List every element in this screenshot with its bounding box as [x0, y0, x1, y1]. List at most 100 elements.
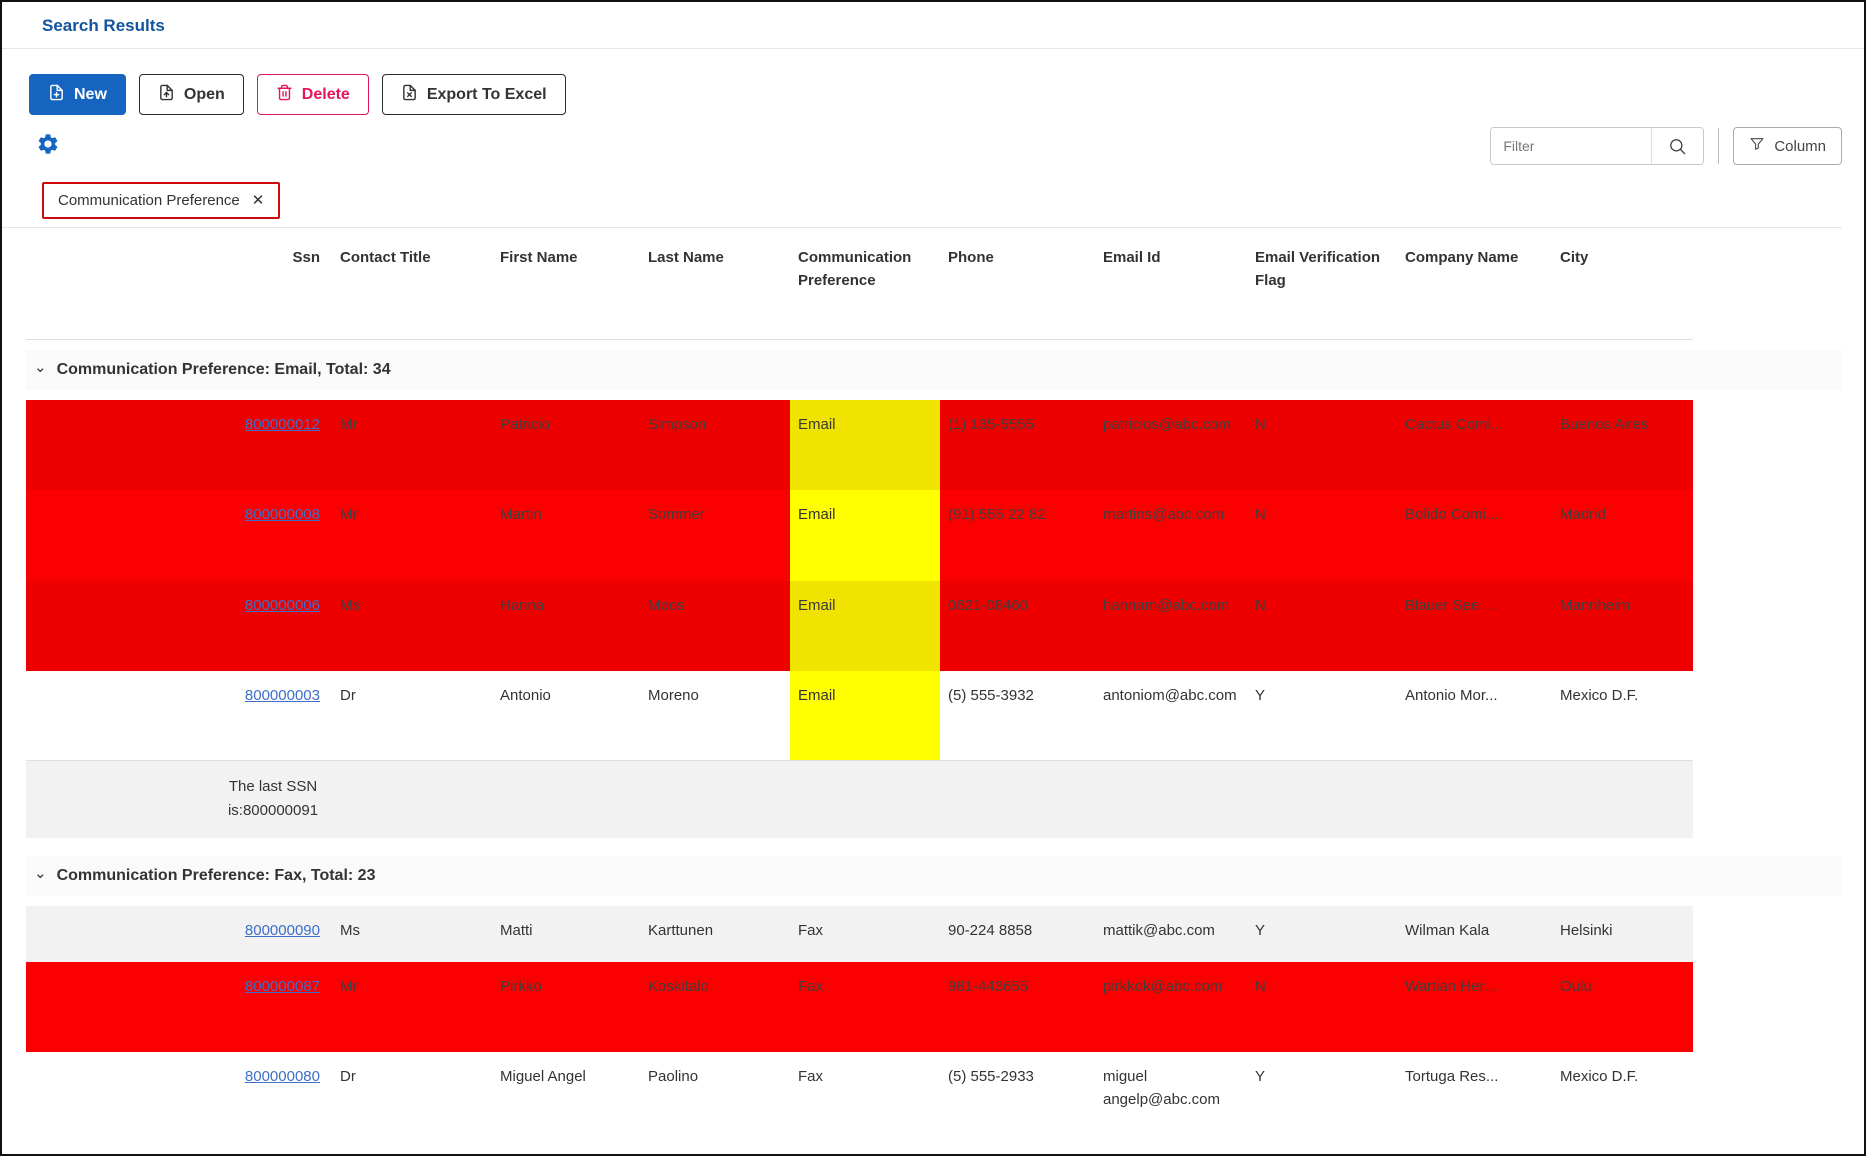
- cell-email-id: antoniom@abc.com: [1103, 687, 1237, 704]
- header-phone[interactable]: Phone: [948, 249, 994, 266]
- toolbar: New Open Delete Export To Excel: [29, 74, 1864, 115]
- open-file-icon: [158, 84, 175, 106]
- cell-communication-preference: Email: [790, 671, 940, 760]
- table-row[interactable]: 800000087 Mr Pirkko Koskitalo Fax 981-44…: [26, 962, 1693, 1052]
- ssn-link[interactable]: 800000080: [244, 1068, 320, 1085]
- cell-contact-title: Dr: [340, 687, 356, 704]
- cell-email-verification-flag: Y: [1255, 687, 1266, 704]
- delete-button[interactable]: Delete: [256, 74, 369, 115]
- cell-phone: (5) 555-2933: [948, 1068, 1034, 1085]
- cell-last-name: Moos: [648, 597, 685, 614]
- tools-divider: [1718, 128, 1720, 164]
- cell-first-name: Pirkko: [500, 978, 542, 995]
- group-caption-fax[interactable]: ⌄ Communication Preference: Fax, Total: …: [26, 856, 1842, 896]
- chevron-down-icon[interactable]: ⌄: [34, 864, 47, 882]
- cell-contact-title: Mr: [340, 416, 358, 433]
- cell-contact-title: Mr: [340, 506, 358, 523]
- cell-email-id: mattik@abc.com: [1103, 922, 1215, 939]
- search-icon[interactable]: [1651, 128, 1704, 164]
- gear-icon[interactable]: [36, 132, 60, 159]
- open-button[interactable]: Open: [138, 74, 244, 115]
- new-button[interactable]: New: [29, 74, 126, 115]
- cell-ssn: 800000006: [232, 581, 332, 671]
- cell-last-name: Karttunen: [648, 922, 714, 939]
- cell-last-name: Sommer: [648, 506, 705, 523]
- group-caption-text: Communication Preference: Fax, Total: 23: [56, 867, 376, 884]
- cell-ssn: 800000008: [232, 490, 332, 581]
- export-to-excel-button[interactable]: Export To Excel: [381, 74, 566, 115]
- cell-email-id: miguel angelp@abc.com: [1103, 1068, 1220, 1108]
- cell-last-name: Simpson: [648, 416, 707, 433]
- cell-phone: (1) 135-5555: [948, 416, 1034, 433]
- cell-communication-preference: Fax: [798, 978, 824, 995]
- ssn-link[interactable]: 800000090: [244, 922, 320, 939]
- header-first-name[interactable]: First Name: [500, 249, 578, 266]
- cell-company-name: Tortuga Res...: [1405, 1068, 1499, 1085]
- table-row[interactable]: 800000012 Mr Patricio Simpson Email (1) …: [26, 400, 1693, 490]
- ssn-link[interactable]: 800000008: [244, 506, 320, 523]
- cell-first-name: Matti: [500, 922, 533, 939]
- column-chooser-button[interactable]: Column: [1733, 127, 1842, 165]
- cell-last-name: Moreno: [648, 687, 699, 704]
- cell-ssn: 800000012: [232, 400, 332, 490]
- header-ssn[interactable]: Ssn: [292, 249, 320, 266]
- close-icon[interactable]: ✕: [251, 192, 265, 209]
- filter-input[interactable]: [1491, 128, 1652, 164]
- cell-city: Mexico D.F.: [1560, 687, 1639, 704]
- row-indent-cell: [26, 962, 232, 1052]
- delete-button-label: Delete: [301, 85, 350, 103]
- table-row[interactable]: 800000080 Dr Miguel Angel Paolino Fax (5…: [26, 1052, 1693, 1154]
- table-row[interactable]: 800000003 Dr Antonio Moreno Email (5) 55…: [26, 671, 1693, 761]
- page-title: Search Results: [42, 16, 165, 35]
- group-chip-communication-preference[interactable]: Communication Preference ✕: [42, 182, 281, 219]
- cell-email-id: patricios@abc.com: [1103, 416, 1231, 433]
- cell-first-name: Martin: [500, 506, 542, 523]
- spacer: [2, 838, 1842, 846]
- header-communication-preference[interactable]: Communication Preference: [798, 249, 912, 289]
- header-last-name[interactable]: Last Name: [648, 249, 724, 266]
- header-email-verification-flag[interactable]: Email Verification Flag: [1255, 249, 1381, 289]
- cell-communication-preference: Fax: [798, 1068, 824, 1085]
- cell-company-name: Wartian Her...: [1405, 978, 1497, 995]
- header-email-id[interactable]: Email Id: [1103, 249, 1161, 266]
- cell-city: Mexico D.F.: [1560, 1068, 1639, 1085]
- cell-email-verification-flag: Y: [1255, 1068, 1266, 1085]
- header-contact-title[interactable]: Contact Title: [340, 249, 431, 266]
- cell-phone: 90-224 8858: [948, 922, 1033, 939]
- cell-last-name: Paolino: [648, 1068, 699, 1085]
- row-indent-cell: [26, 490, 232, 581]
- ssn-link[interactable]: 800000012: [244, 416, 320, 433]
- cell-email-verification-flag: N: [1255, 506, 1266, 523]
- cell-phone: (91) 555 22 82: [948, 506, 1046, 523]
- cell-company-name: Cactus Comi...: [1405, 416, 1504, 433]
- ssn-link[interactable]: 800000087: [244, 978, 320, 995]
- table-row[interactable]: 800000008 Mr Martin Sommer Email (91) 55…: [26, 490, 1693, 581]
- row-indent-cell: [26, 1052, 232, 1154]
- group-caption-email[interactable]: ⌄ Communication Preference: Email, Total…: [26, 350, 1842, 390]
- cell-communication-preference: Email: [790, 400, 940, 490]
- chevron-down-icon[interactable]: ⌄: [34, 358, 47, 376]
- group-summary-text: The last SSN is:800000091: [227, 778, 319, 819]
- cell-communication-preference: Fax: [798, 922, 824, 939]
- ssn-link[interactable]: 800000006: [244, 597, 320, 614]
- header-city[interactable]: City: [1560, 249, 1589, 266]
- ssn-link[interactable]: 800000003: [244, 687, 320, 704]
- cell-ssn: 800000003: [232, 671, 332, 760]
- cell-communication-preference: Email: [790, 581, 940, 671]
- cell-last-name: Koskitalo: [648, 978, 709, 995]
- cell-company-name: Blauer See ...: [1405, 597, 1496, 614]
- row-indent-cell: [26, 230, 232, 339]
- cell-first-name: Hanna: [500, 597, 545, 614]
- cell-phone: 981-443655: [948, 978, 1029, 995]
- row-indent-cell: [26, 581, 232, 671]
- cell-email-verification-flag: N: [1255, 978, 1266, 995]
- group-summary-row: The last SSN is:800000091: [26, 761, 1693, 838]
- row-indent-cell: [26, 671, 232, 760]
- header-company-name[interactable]: Company Name: [1405, 249, 1519, 266]
- open-button-label: Open: [183, 85, 225, 103]
- table-row[interactable]: 800000090 Ms Matti Karttunen Fax 90-224 …: [26, 906, 1693, 962]
- column-button-label: Column: [1774, 137, 1826, 155]
- cell-email-verification-flag: N: [1255, 416, 1266, 433]
- group-caption-text: Communication Preference: Email, Total: …: [56, 361, 391, 378]
- table-row[interactable]: 800000006 Ms Hanna Moos Email 0621-08460…: [26, 581, 1693, 671]
